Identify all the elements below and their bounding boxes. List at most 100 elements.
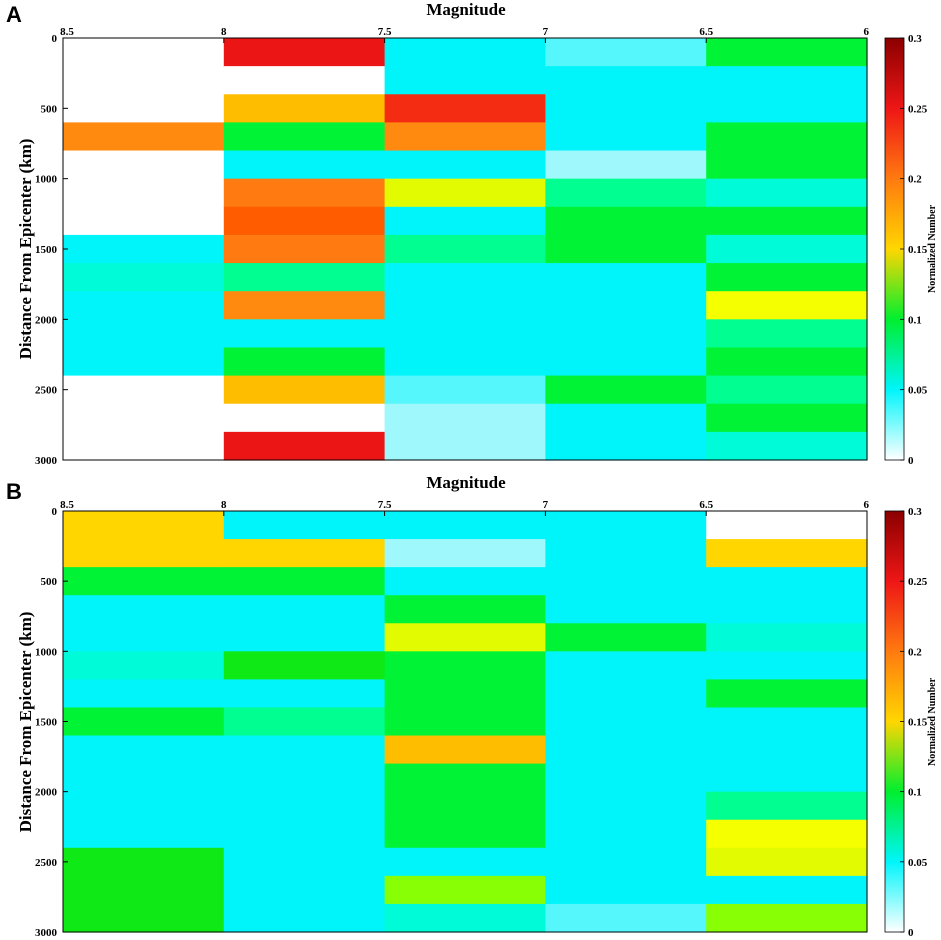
heatmap-cell xyxy=(706,263,868,292)
y-tick-label: 2000 xyxy=(35,787,58,799)
heatmap-cell xyxy=(545,150,707,180)
heatmap-cell xyxy=(706,431,868,461)
heatmap-cell xyxy=(545,263,707,292)
heatmap-cell xyxy=(384,763,546,793)
heatmap-cell xyxy=(63,178,225,208)
heatmap-cell xyxy=(384,735,546,765)
heatmap-cell xyxy=(545,291,707,320)
heatmap-cell xyxy=(706,735,868,765)
heatmap-cell xyxy=(545,651,707,680)
heatmap-cell xyxy=(223,263,386,292)
heatmap-cell xyxy=(223,791,386,821)
panel-a-label: A xyxy=(6,2,22,27)
heatmap-cell xyxy=(384,791,546,821)
panel-b-y-axis-title: Distance From Epicenter (km) xyxy=(16,612,35,833)
heatmap-cell xyxy=(706,511,868,540)
heatmap-cell xyxy=(545,623,707,652)
heatmap-cell xyxy=(384,679,546,709)
heatmap-cell xyxy=(384,875,546,905)
panel-b-colorbar: 0 0.05 0.1 0.15 0.2 0.25 0.3 Normalized Number xyxy=(884,506,938,939)
heatmap-cell xyxy=(384,903,546,933)
heatmap-cell xyxy=(63,319,225,349)
heatmap-cell xyxy=(223,623,386,652)
y-tick-label: 3000 xyxy=(35,455,58,467)
heatmap-cell xyxy=(384,38,546,67)
heatmap-cell xyxy=(63,122,225,152)
heatmap-cell xyxy=(63,38,225,67)
heatmap-cell xyxy=(384,431,546,461)
heatmap-cell xyxy=(223,847,386,877)
heatmap-cell xyxy=(545,66,707,95)
panel-b-plot-area xyxy=(63,511,868,933)
heatmap-cell xyxy=(545,707,707,737)
heatmap-cell xyxy=(63,903,225,933)
heatmap-cell xyxy=(223,291,386,320)
panel-b-y-ticks: 0 500 1000 1500 2000 2500 3000 xyxy=(35,506,68,939)
colorbar-tick-label: 0.25 xyxy=(908,576,928,588)
heatmap-cell xyxy=(63,150,225,180)
heatmap-cell xyxy=(384,319,546,349)
y-tick-label: 500 xyxy=(41,576,58,588)
heatmap-cell xyxy=(63,595,225,624)
colorbar-tick-label: 0.3 xyxy=(908,506,922,518)
colorbar-tick-label: 0.25 xyxy=(908,103,928,115)
heatmap-cell xyxy=(63,94,225,123)
heatmap-cell xyxy=(223,431,386,461)
heatmap-cell xyxy=(63,347,225,377)
heatmap-cell xyxy=(223,94,386,123)
heatmap-cell xyxy=(545,903,707,933)
panel-a-plot-area xyxy=(63,38,868,461)
panel-b-colorbar-title: Normalized Number xyxy=(927,677,938,766)
heatmap-cell xyxy=(545,511,707,540)
y-tick-label: 1000 xyxy=(35,174,58,186)
heatmap-cell xyxy=(384,178,546,208)
heatmap-cell xyxy=(384,819,546,849)
heatmap-cell xyxy=(384,150,546,180)
heatmap-cell xyxy=(223,150,386,180)
x-tick-label: 8.5 xyxy=(60,26,74,38)
heatmap-cell xyxy=(63,539,225,568)
panel-a-x-axis-title: Magnitude xyxy=(426,0,506,19)
panel-a-y-ticks: 0 500 1000 1500 2000 2500 3000 xyxy=(35,33,68,467)
heatmap-cell xyxy=(63,735,225,765)
heatmap-cell xyxy=(545,38,707,67)
heatmap-cell xyxy=(63,206,225,236)
heatmap-cell xyxy=(63,651,225,680)
heatmap-cell xyxy=(706,819,868,849)
heatmap-cell xyxy=(223,403,386,433)
x-tick-label: 6.5 xyxy=(699,499,713,511)
colorbar-tick-label: 0.15 xyxy=(908,244,928,256)
y-tick-label: 3000 xyxy=(35,927,58,939)
heatmap-cell xyxy=(545,819,707,849)
colorbar-tick-label: 0.05 xyxy=(908,385,928,397)
y-tick-label: 2500 xyxy=(35,857,58,869)
heatmap-cell xyxy=(63,403,225,433)
heatmap-cell xyxy=(706,651,868,680)
heatmap-cell xyxy=(706,707,868,737)
heatmap-cell xyxy=(223,679,386,709)
heatmap-cell xyxy=(384,511,546,540)
panel-b-x-ticks: 8.5 8 7.5 7 6.5 6 xyxy=(60,499,870,516)
heatmap-cell xyxy=(545,375,707,405)
heatmap-cell xyxy=(223,567,386,596)
heatmap-cell xyxy=(706,847,868,877)
heatmap-cell xyxy=(384,847,546,877)
heatmap-cell xyxy=(545,735,707,765)
heatmap-cell xyxy=(63,679,225,709)
x-tick-label: 6.5 xyxy=(699,26,713,38)
heatmap-cell xyxy=(545,679,707,709)
heatmap-cell xyxy=(63,511,225,540)
panel-a-x-ticks: 8.5 8 7.5 7 6.5 6 xyxy=(60,26,870,43)
colorbar-tick-label: 0.3 xyxy=(908,33,922,45)
x-tick-label: 6 xyxy=(864,26,870,38)
heatmap-cell xyxy=(384,651,546,680)
colorbar-tick-label: 0.2 xyxy=(908,174,922,186)
heatmap-cell xyxy=(223,875,386,905)
heatmap-cell xyxy=(223,595,386,624)
heatmap-cell xyxy=(384,263,546,292)
heatmap-cell xyxy=(545,403,707,433)
heatmap-cell xyxy=(384,623,546,652)
heatmap-cell xyxy=(706,679,868,709)
heatmap-cell xyxy=(706,403,868,433)
